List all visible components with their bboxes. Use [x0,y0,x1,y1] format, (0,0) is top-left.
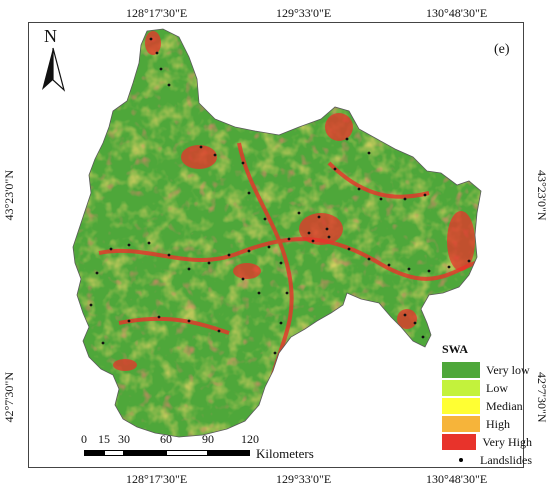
scale-segment [166,450,208,456]
right-lat-label-2: 42°7'30"N [535,372,549,423]
scale-segment [208,450,250,456]
scale-tick: 0 [81,432,87,446]
map-svg [72,28,482,438]
top-lon-label-3: 130°48'30"E [426,6,488,20]
legend-title: SWA [442,342,469,356]
bottom-lon-label-2: 129°33'0"E [276,472,332,486]
legend-label: Very High [482,434,532,449]
region-boundary [72,28,482,438]
legend-swatch [442,398,480,414]
legend-item: High [442,415,532,433]
panel-label: (e) [494,42,510,57]
scale-segment [84,450,104,456]
map-frame [28,22,524,468]
scale-segment [104,450,124,456]
scale-tick: 15 [98,432,110,446]
legend-swatch [442,380,480,396]
legend-label: Low [486,380,508,395]
legend-label-landslides: Landslides [480,452,532,467]
legend-item-landslides: Landslides [442,451,532,469]
scale-tick: 90 [202,432,214,446]
legend-item: Very low [442,361,532,379]
landslide-dot-icon [442,452,474,468]
scale-tick: 60 [160,432,172,446]
right-lat-label-1: 43°23'0"N [535,170,549,221]
legend: SWA Very low Low Median High Very High L… [442,342,532,469]
scale-units: Kilometers [256,446,314,461]
north-arrow-icon [42,47,66,92]
bottom-lon-label-1: 128°17'30"E [126,472,188,486]
legend-item: Median [442,397,532,415]
top-lon-label-2: 129°33'0"E [276,6,332,20]
north-label: N [44,26,57,46]
left-lat-label-1: 43°23'0"N [2,170,16,221]
bottom-lon-label-3: 130°48'30"E [426,472,488,486]
legend-label: High [486,416,510,431]
legend-swatch [442,416,480,432]
scale-segment [124,450,166,456]
scale-bar: 0 15 30 60 90 120 Kilometers [74,432,354,462]
top-lon-label-1: 128°17'30"E [126,6,188,20]
left-lat-label-2: 42°7'30"N [2,372,16,423]
legend-item: Low [442,379,532,397]
legend-item: Very High [442,433,532,451]
scale-tick: 120 [241,432,259,446]
legend-swatch [442,362,480,378]
scale-tick: 30 [118,432,130,446]
legend-label: Median [486,398,523,413]
legend-swatch [442,434,477,450]
legend-label: Very low [486,362,530,377]
